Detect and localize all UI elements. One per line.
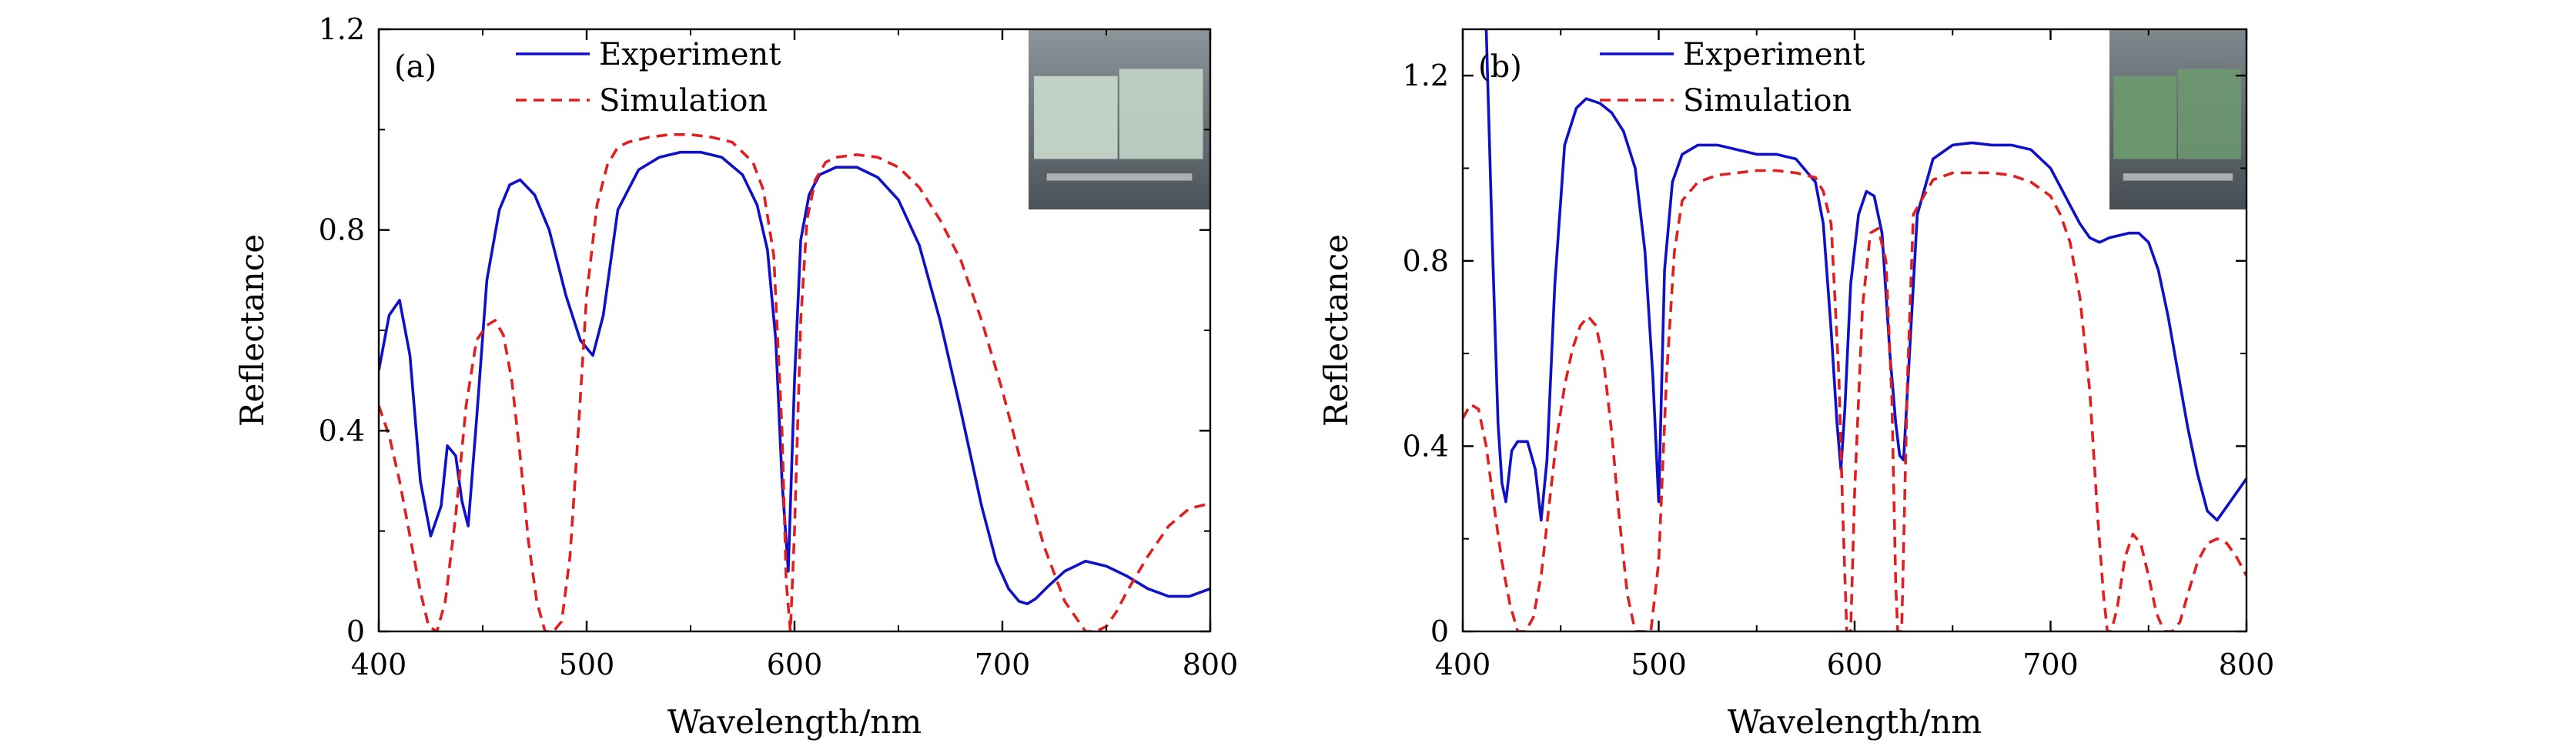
y-tick-label: 1.2 (1403, 59, 1449, 92)
y-axis-label: Reflectance (233, 234, 271, 427)
series-line-experiment (379, 150, 1210, 605)
legend-label: Experiment (1683, 37, 1865, 72)
inset-photo (1029, 29, 1210, 209)
legend-label: Simulation (1683, 83, 1852, 119)
inset-photo-ruler (1046, 173, 1193, 181)
y-tick-label: 0.8 (319, 213, 365, 247)
x-tick-label: 500 (1631, 648, 1687, 681)
x-tick-label: 800 (1183, 648, 1239, 681)
x-axis-label: Wavelength/nm (1728, 703, 1982, 741)
x-tick-label: 600 (767, 648, 823, 681)
legend-label: Simulation (599, 83, 768, 119)
x-tick-label: 600 (1827, 648, 1883, 681)
inset-photo-sample-right (2178, 69, 2241, 159)
x-tick-label: 800 (2219, 648, 2275, 681)
series-line-simulation (379, 133, 1210, 631)
x-tick-label: 400 (351, 648, 407, 681)
x-tick-label: 400 (1435, 648, 1491, 681)
y-tick-label: 0 (1430, 614, 1449, 648)
y-tick-label: 0.8 (1403, 244, 1449, 278)
inset-photo-sample-left (2113, 75, 2177, 159)
x-tick-label: 700 (975, 648, 1031, 681)
x-axis-label: Wavelength/nm (667, 703, 922, 741)
y-tick-label: 0.4 (319, 414, 365, 447)
panel-label: (a) (394, 49, 437, 85)
inset-photo (2109, 29, 2246, 209)
y-axis-label: Reflectance (1317, 234, 1355, 427)
inset-photo-sample-right (1119, 69, 1203, 159)
panel-a: 0 0.4 0.8 1.2 400 500 600 700 800 Wavelength/nm Re… (233, 12, 1238, 741)
series-line-experiment (1484, 29, 2246, 522)
inset-photo-sample-left (1034, 75, 1118, 159)
panel-b: 0 0.4 0.8 1.2 400 500 600 700 800 Wavelength/nm Re… (1317, 28, 2275, 741)
panel-label: (b) (1478, 49, 1522, 85)
y-tick-label: 0.4 (1403, 429, 1449, 463)
x-tick-label: 500 (559, 648, 615, 681)
y-tick-label: 0 (346, 614, 365, 648)
y-tick-label: 1.2 (319, 12, 365, 46)
x-tick-label: 700 (2022, 648, 2079, 681)
legend-label: Experiment (599, 37, 781, 72)
inset-photo-ruler (2123, 173, 2233, 181)
